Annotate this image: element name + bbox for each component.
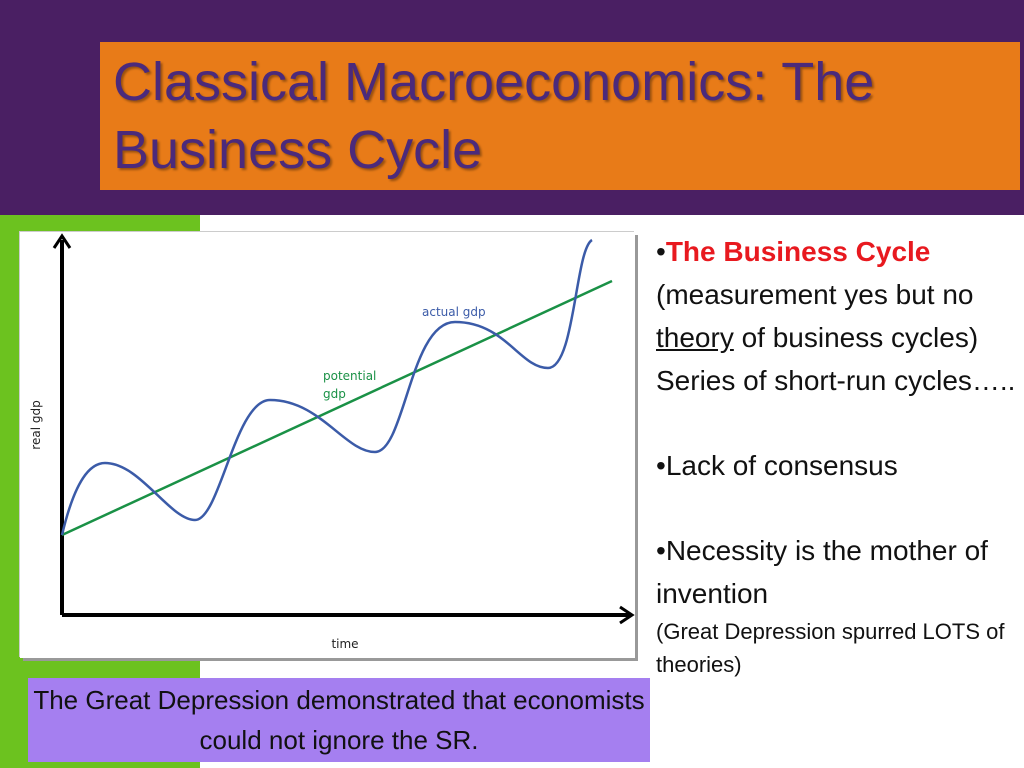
potential-line (61, 279, 613, 537)
potential-label: potential (323, 369, 376, 383)
bullet-text: (measurement yes but no (656, 279, 974, 310)
figure: actual gdp potential gdp real gdp time (20, 232, 635, 658)
bullet: •The Business Cycle (measurement yes but… (656, 230, 1024, 402)
bullet-text: of business cycles) Series of short-run … (656, 322, 1016, 396)
bullet: •Necessity is the mother of invention (Gr… (656, 529, 1024, 681)
bullet: •Lack of consensus (656, 444, 1024, 487)
bullet-mark: • (656, 236, 666, 267)
actual-label: actual gdp (422, 305, 486, 319)
caption: The Great Depression demonstrated that e… (33, 685, 645, 755)
title-box (100, 42, 1020, 190)
bullet-list: •The Business Cycle (measurement yes but… (656, 230, 1024, 723)
bullet-text: theory (656, 322, 734, 353)
potential-label: gdp (323, 387, 346, 401)
slide-title: Classical Macroeconomics: The Business C… (113, 52, 875, 180)
bullet-note: (Great Depression spurred LOTS of theori… (656, 619, 1005, 677)
y-arrow (52, 233, 72, 249)
bullet-heading: The Business Cycle (665, 236, 931, 267)
x-arrow (619, 605, 635, 625)
business-cycle-diagram: actual gdp potential gdp real gdp time (29, 233, 635, 651)
caption-box: The Great Depression demonstrated that e… (28, 678, 650, 762)
bullet-text: Lack of consensus (665, 450, 898, 481)
bullet-mark: • (656, 450, 666, 481)
bullet-mark: • (656, 535, 666, 566)
actual-curve (60, 238, 593, 536)
y-axis-label: real gdp (29, 400, 43, 449)
x-axis-label: time (331, 637, 358, 651)
bullet-text: Necessity is the mother of invention (656, 535, 988, 609)
